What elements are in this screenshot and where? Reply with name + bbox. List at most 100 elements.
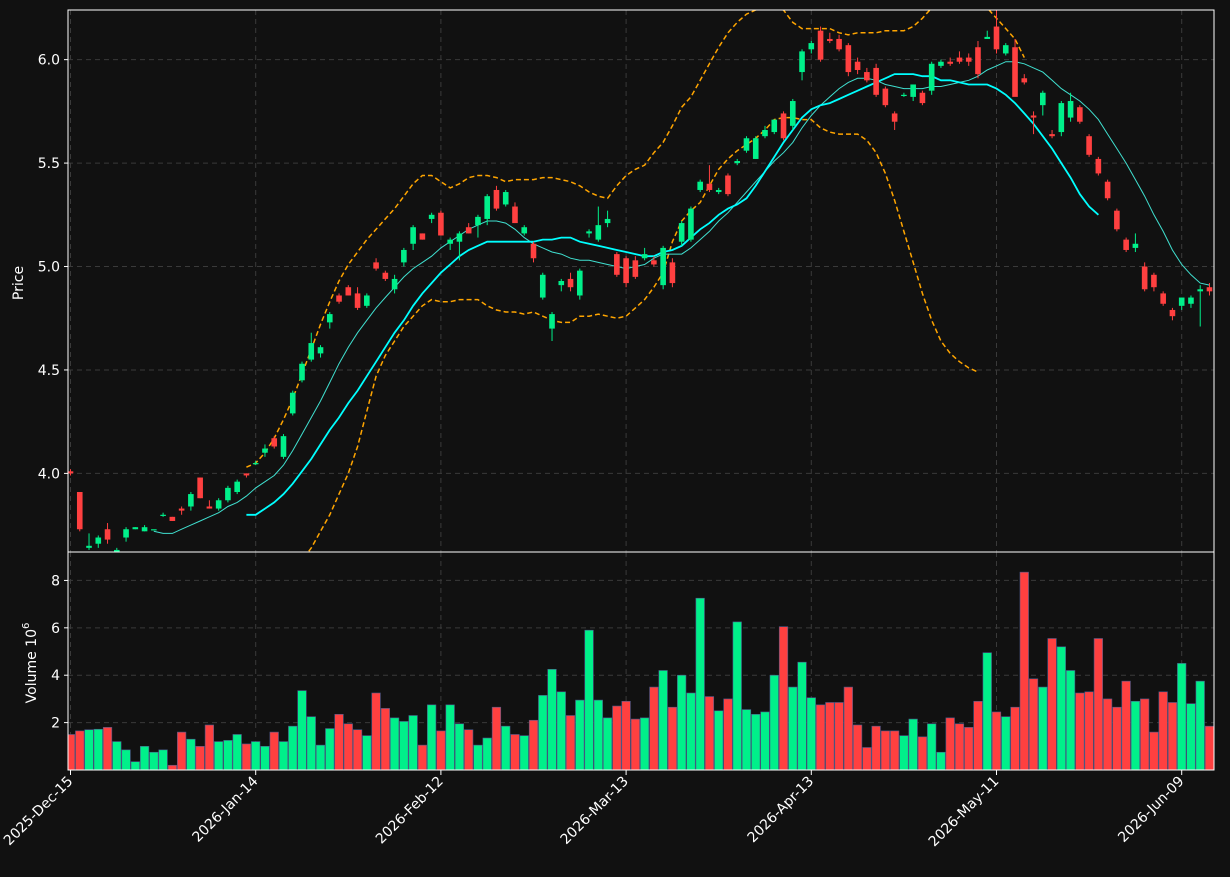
volume-bar bbox=[241, 743, 252, 770]
candle-body bbox=[632, 260, 639, 277]
volume-bar bbox=[658, 670, 668, 770]
candle-body bbox=[660, 247, 666, 286]
candle-body bbox=[215, 500, 222, 509]
volume-bar bbox=[334, 714, 344, 770]
candle-body bbox=[493, 189, 500, 209]
candle-body bbox=[502, 192, 509, 205]
candle-body bbox=[993, 26, 1000, 50]
volume-bar bbox=[399, 721, 409, 770]
volume-bar bbox=[556, 691, 566, 770]
volume-bar bbox=[1195, 680, 1205, 770]
candle-body bbox=[928, 63, 935, 91]
volume-bar bbox=[130, 761, 140, 770]
volume-bar bbox=[825, 702, 835, 770]
candle-body bbox=[1049, 134, 1055, 137]
volume-bar bbox=[232, 734, 242, 770]
candle-body bbox=[910, 84, 916, 97]
volume-bar bbox=[880, 730, 890, 770]
volume-bar bbox=[1158, 691, 1168, 770]
candle-body bbox=[243, 473, 250, 476]
candle-body bbox=[206, 506, 213, 509]
volume-axis-exponent: 6 bbox=[21, 623, 32, 629]
volume-bar bbox=[510, 734, 520, 770]
candle-body bbox=[771, 119, 778, 133]
candle-body bbox=[873, 67, 879, 95]
volume-bar bbox=[68, 734, 76, 770]
volume-bar bbox=[890, 730, 900, 770]
volume-bar bbox=[158, 749, 168, 770]
volume-bar bbox=[760, 711, 770, 770]
candle-body bbox=[169, 516, 176, 521]
volume-bar bbox=[352, 729, 363, 770]
candle-body bbox=[1123, 239, 1129, 250]
candle-body bbox=[567, 278, 574, 288]
candle-body bbox=[410, 227, 416, 244]
volume-bar bbox=[1056, 646, 1066, 770]
volume-bar bbox=[343, 723, 353, 770]
volume-bar bbox=[473, 744, 483, 770]
candle-body bbox=[789, 101, 796, 126]
volume-bar bbox=[417, 744, 427, 770]
volume-bar bbox=[621, 700, 631, 770]
volume-bar bbox=[1140, 698, 1150, 770]
candle-body bbox=[151, 529, 157, 531]
candle-body bbox=[373, 262, 379, 269]
volume-bar bbox=[612, 705, 622, 770]
volume-tick-label: 6 bbox=[51, 621, 60, 637]
volume-bar bbox=[714, 710, 724, 770]
volume-bar bbox=[640, 717, 650, 770]
candle-body bbox=[364, 295, 370, 306]
volume-bar bbox=[306, 716, 316, 770]
volume-bar bbox=[547, 668, 557, 770]
candle-body bbox=[428, 214, 435, 219]
price-panel-frame bbox=[67, 9, 1215, 553]
candle-body bbox=[539, 274, 546, 298]
volume-bar bbox=[1010, 706, 1020, 770]
volume-bar bbox=[482, 737, 492, 770]
volume-bar bbox=[1028, 678, 1039, 770]
volume-bar bbox=[380, 708, 390, 770]
candle-body bbox=[734, 161, 741, 164]
candle-body bbox=[141, 527, 148, 532]
candle-body bbox=[604, 218, 611, 224]
candle-body bbox=[354, 293, 361, 308]
candle-body bbox=[465, 227, 472, 234]
volume-bar bbox=[538, 695, 548, 770]
candle-body bbox=[938, 61, 944, 66]
x-tick-label: 2026-Jun-09 bbox=[1115, 774, 1187, 846]
x-tick-label: 2026-Mar-13 bbox=[558, 774, 632, 848]
candle-body bbox=[1095, 158, 1102, 174]
volume-bar bbox=[852, 724, 863, 770]
volume-bar bbox=[815, 704, 826, 770]
candle-body bbox=[1132, 243, 1139, 248]
volume-bar bbox=[723, 698, 733, 770]
volume-bar bbox=[1112, 706, 1122, 770]
x-tick-label: 2026-Jan-14 bbox=[189, 773, 261, 845]
candle-body bbox=[1040, 92, 1046, 106]
candle-body bbox=[975, 47, 981, 75]
volume-bar bbox=[575, 699, 585, 770]
candle-body bbox=[317, 347, 324, 354]
lower-band-line bbox=[307, 116, 979, 552]
candle-body bbox=[1067, 101, 1074, 118]
volume-bar bbox=[954, 723, 965, 770]
candle-body bbox=[391, 278, 398, 290]
volume-bar bbox=[788, 686, 798, 770]
candle-body bbox=[715, 189, 722, 193]
moving-averages bbox=[153, 61, 1210, 534]
candle-body bbox=[558, 281, 565, 286]
volume-tick-label: 2 bbox=[51, 716, 60, 732]
candle-body bbox=[1104, 181, 1111, 199]
candle-body bbox=[271, 438, 278, 447]
candle-body bbox=[641, 254, 648, 259]
volume-bar bbox=[1075, 692, 1085, 770]
price-tick-label: 4.0 bbox=[38, 466, 60, 482]
volume-bar bbox=[528, 719, 539, 770]
candle-body bbox=[706, 183, 713, 190]
candle-body bbox=[1151, 274, 1157, 288]
volume-bar bbox=[519, 735, 529, 770]
candle-body bbox=[956, 57, 963, 62]
volume-bar bbox=[1084, 691, 1094, 770]
candle-body bbox=[651, 260, 657, 265]
